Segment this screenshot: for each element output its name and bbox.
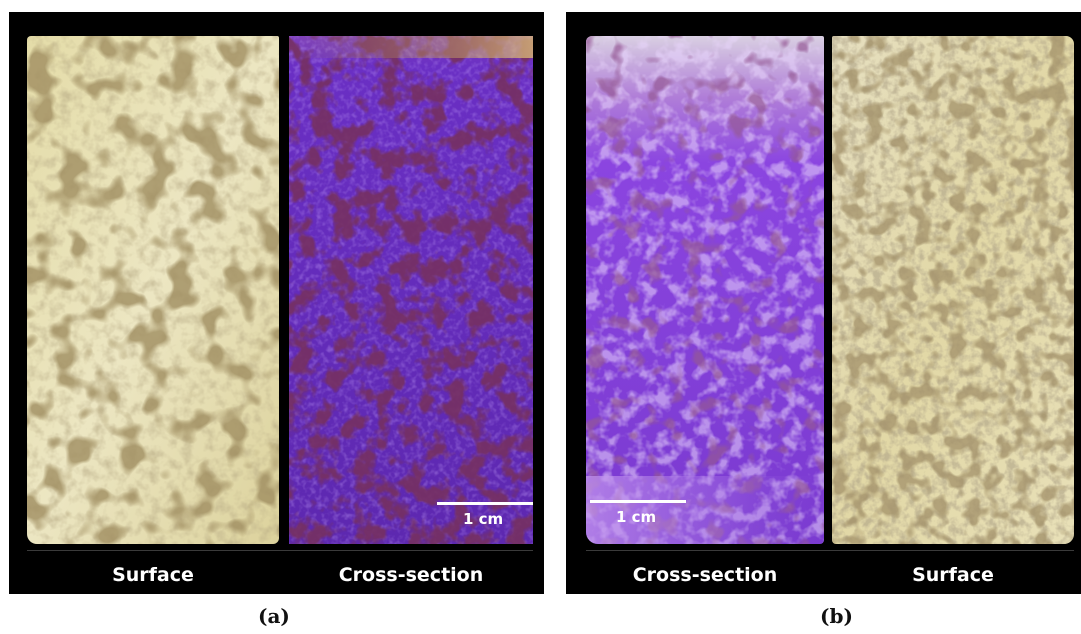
caption-divider	[586, 550, 1074, 551]
scale-bar-line	[437, 502, 533, 505]
panel-label-a: (a)	[258, 604, 290, 628]
panel-label-b: (b)	[820, 604, 853, 628]
cross-section-caption: Cross-section	[338, 564, 484, 586]
surface-caption: Surface	[112, 564, 194, 586]
panel-a: Surface Cross-section 1 cm	[9, 12, 544, 594]
scale-bar: 1 cm	[289, 36, 533, 544]
surface-sample-image	[27, 36, 279, 544]
surface-caption: Surface	[912, 564, 994, 586]
cross-section-photo	[586, 36, 824, 544]
caption-divider	[27, 550, 533, 551]
surface-photo	[832, 36, 1074, 544]
surface-sample-image	[832, 36, 1074, 544]
panel-b: Cross-section Surface 1 cm	[566, 12, 1081, 594]
cross-section-sample-image	[586, 36, 824, 544]
scale-bar-line	[590, 500, 686, 503]
cross-section-sample-image	[289, 36, 533, 544]
surface-photo	[27, 36, 279, 544]
scale-bar-label: 1 cm	[616, 508, 657, 526]
cross-section-photo	[289, 36, 533, 544]
cross-section-caption: Cross-section	[632, 564, 778, 586]
scale-bar-label: 1 cm	[463, 510, 504, 528]
scale-bar: 1 cm	[586, 36, 824, 544]
